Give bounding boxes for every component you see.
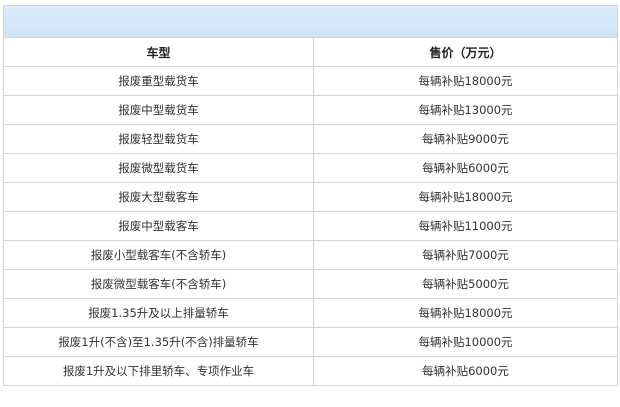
vehicle-type-cell: 报废轻型载货车 — [4, 124, 314, 154]
table-row: 报废1.35升及以上排量轿车 每辆补贴18000元 — [4, 298, 617, 328]
column-header-vehicle-type: 车型 — [4, 38, 314, 67]
vehicle-type-cell: 报废微型载客车(不含轿车) — [4, 269, 314, 299]
vehicle-type-cell: 报废1升及以下排里轿车、专项作业车 — [4, 356, 314, 386]
vehicle-type-cell: 报废1升(不含)至1.35升(不含)排量轿车 — [4, 327, 314, 357]
subsidy-cell: 每辆补贴5000元 — [313, 269, 617, 299]
vehicle-type-cell: 报废小型载客车(不含轿车) — [4, 240, 314, 270]
table-row: 报废1升(不含)至1.35升(不含)排量轿车 每辆补贴10000元 — [4, 327, 617, 357]
subsidy-cell: 每辆补贴6000元 — [313, 356, 617, 386]
subsidy-cell: 每辆补贴18000元 — [313, 298, 617, 328]
subsidy-cell: 每辆补贴18000元 — [313, 66, 617, 96]
column-header-price: 售价（万元） — [313, 38, 617, 67]
table-row: 报废微型载客车(不含轿车) 每辆补贴5000元 — [4, 269, 617, 299]
table-row: 报废重型载货车 每辆补贴18000元 — [4, 66, 617, 96]
subsidy-cell: 每辆补贴6000元 — [313, 153, 617, 183]
vehicle-type-cell: 报废中型载客车 — [4, 211, 314, 241]
subsidy-cell: 每辆补贴10000元 — [313, 327, 617, 357]
subsidy-cell: 每辆补贴11000元 — [313, 211, 617, 241]
vehicle-type-cell: 报废微型载货车 — [4, 153, 314, 183]
table-row: 报废1升及以下排里轿车、专项作业车 每辆补贴6000元 — [4, 356, 617, 386]
subsidy-cell: 每辆补贴18000元 — [313, 182, 617, 212]
table-row: 报废中型载客车 每辆补贴11000元 — [4, 211, 617, 241]
subsidy-table: 车型 售价（万元） 报废重型载货车 每辆补贴18000元 报废中型载货车 每辆补贴13… — [4, 38, 617, 386]
vehicle-type-cell: 报废重型载货车 — [4, 66, 314, 96]
table-row: 报废轻型载货车 每辆补贴9000元 — [4, 124, 617, 154]
subsidy-cell: 每辆补贴7000元 — [313, 240, 617, 270]
vehicle-type-cell: 报废中型载货车 — [4, 95, 314, 125]
header-row: 车型 售价（万元） — [4, 38, 617, 67]
table-row: 报废微型载货车 每辆补贴6000元 — [4, 153, 617, 183]
subsidy-table-container: 车型 售价（万元） 报废重型载货车 每辆补贴18000元 报废中型载货车 每辆补贴13… — [3, 5, 618, 386]
table-row: 报废中型载货车 每辆补贴13000元 — [4, 95, 617, 125]
table-row: 报废小型载客车(不含轿车) 每辆补贴7000元 — [4, 240, 617, 270]
table-title-band — [4, 6, 617, 38]
vehicle-type-cell: 报废大型载客车 — [4, 182, 314, 212]
subsidy-cell: 每辆补贴13000元 — [313, 95, 617, 125]
subsidy-cell: 每辆补贴9000元 — [313, 124, 617, 154]
table-row: 报废大型载客车 每辆补贴18000元 — [4, 182, 617, 212]
vehicle-type-cell: 报废1.35升及以上排量轿车 — [4, 298, 314, 328]
